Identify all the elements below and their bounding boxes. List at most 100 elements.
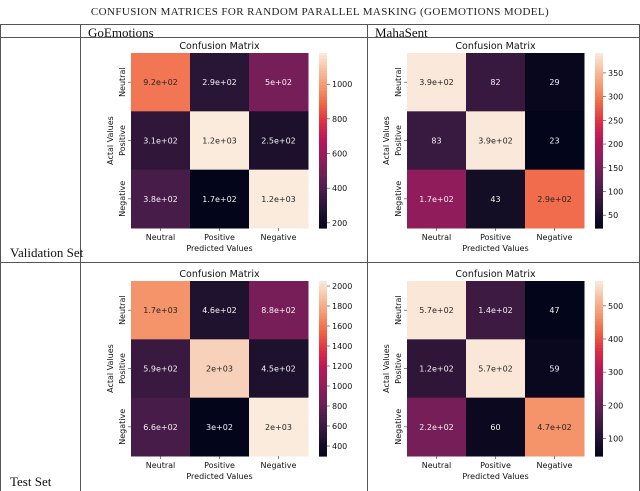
x-tick-label: Positive (204, 461, 235, 470)
colorbar-segment (319, 403, 327, 408)
colorbar-segment (319, 152, 327, 156)
colorbar-segment (319, 155, 327, 159)
colorbar-segment (595, 324, 603, 329)
colorbar-segment (595, 359, 603, 364)
colorbar-tick-label: 100 (608, 434, 623, 443)
colorbar-segment (319, 324, 327, 329)
cell-annotation: 1.7e+03 (143, 306, 178, 315)
colorbar-segment (319, 55, 327, 60)
colorbar-segment (595, 377, 603, 381)
colorbar-segment (319, 85, 327, 89)
colorbar-segment (319, 53, 327, 57)
colorbar-segment (319, 348, 327, 352)
colorbar-segment (319, 120, 327, 124)
colorbar-segment (595, 426, 603, 431)
colorbar-segment (319, 190, 327, 194)
colorbar-tick-label: 300 (608, 368, 623, 377)
colorbar-segment (595, 409, 603, 413)
colorbar-segment (319, 397, 327, 402)
heatmap-cell (407, 111, 467, 171)
colorbar-segment (319, 316, 327, 320)
cell-annotation: 82 (490, 78, 500, 87)
cell-annotation: 5e+02 (265, 78, 292, 87)
row-label-validation: Validation Set (10, 245, 84, 260)
chart-title: Confusion Matrix (455, 41, 536, 52)
colorbar-segment (319, 73, 327, 77)
colorbar-segment (319, 82, 327, 86)
x-tick-label: Neutral (422, 233, 452, 242)
colorbar-segment (595, 70, 603, 75)
row-divider (0, 262, 640, 263)
colorbar-segment (319, 198, 327, 203)
x-tick-label: Negative (537, 461, 573, 470)
colorbar-segment (595, 201, 603, 206)
colorbar-segment (319, 438, 327, 443)
heatmap-cell (407, 53, 467, 112)
x-tick-label: Positive (480, 233, 511, 242)
heatmap-cell (249, 339, 309, 399)
colorbar-segment (595, 421, 603, 425)
x-axis-label: Predicted Values (462, 472, 528, 481)
colorbar-segment (595, 219, 603, 223)
heatmap-cell (525, 281, 585, 340)
colorbar-segment (319, 96, 327, 101)
colorbar-segment (319, 429, 327, 434)
cell-annotation: 4.6e+02 (202, 306, 237, 315)
y-tick-label: Neutral (394, 67, 403, 97)
colorbar-segment (319, 423, 327, 428)
colorbar-segment (595, 149, 603, 153)
cell-annotation: 2e+03 (206, 365, 233, 374)
column-header-mahasent: MahaSent (375, 25, 428, 40)
results-table: GoEmotions MahaSent Validation Set Test … (0, 24, 640, 491)
cell-annotation: 1.2e+02 (419, 365, 454, 374)
colorbar-segment (595, 368, 603, 373)
heatmap-cell (131, 169, 191, 229)
colorbar-segment (595, 286, 603, 291)
y-tick-label: Negative (118, 409, 127, 445)
colorbar-segment (319, 204, 327, 209)
colorbar-segment (319, 426, 327, 431)
colorbar-segment (319, 365, 327, 370)
table-border (0, 24, 640, 25)
colorbar-segment (319, 406, 327, 410)
colorbar-segment (319, 298, 327, 303)
colorbar-segment (595, 432, 603, 437)
colorbar-tick-label: 250 (608, 116, 623, 125)
cell-annotation: 1.2e+03 (202, 137, 237, 146)
cell-annotation: 5.7e+02 (478, 365, 513, 374)
colorbar-segment (595, 58, 603, 63)
colorbar-segment (595, 222, 603, 226)
colorbar-segment (595, 207, 603, 212)
colorbar-segment (595, 336, 603, 340)
colorbar-segment (595, 88, 603, 92)
colorbar-segment (319, 386, 327, 390)
colorbar-segment (319, 216, 327, 220)
colorbar-segment (595, 374, 603, 378)
heatmap-cell (249, 281, 309, 340)
colorbar-segment (319, 292, 327, 297)
cell-annotation: 60 (490, 423, 500, 432)
colorbar-tick-label: 400 (608, 335, 623, 344)
colorbar-segment (319, 105, 327, 110)
heatmap-cell (190, 339, 250, 399)
colorbar-tick-label: 350 (608, 69, 623, 78)
colorbar-segment (319, 158, 327, 162)
colorbar-segment (319, 415, 327, 419)
colorbar-segment (595, 342, 603, 346)
y-tick-label: Positive (118, 353, 127, 384)
colorbar-segment (595, 108, 603, 112)
colorbar-segment (595, 178, 603, 182)
y-tick-label: Neutral (118, 295, 127, 325)
colorbar-segment (319, 172, 327, 177)
colorbar-segment (319, 359, 327, 364)
colorbar-segment (319, 400, 327, 405)
heatmap-cell (466, 281, 526, 340)
colorbar-segment (319, 108, 327, 112)
colorbar-segment (595, 453, 603, 457)
cell-annotation: 4.5e+02 (261, 365, 296, 374)
colorbar-segment (595, 380, 603, 384)
heatmap-cell (525, 53, 585, 112)
colorbar-segment (595, 99, 603, 104)
table-caption: Confusion Matrices for Random Parallel M… (90, 6, 550, 18)
colorbar-segment (595, 114, 603, 118)
